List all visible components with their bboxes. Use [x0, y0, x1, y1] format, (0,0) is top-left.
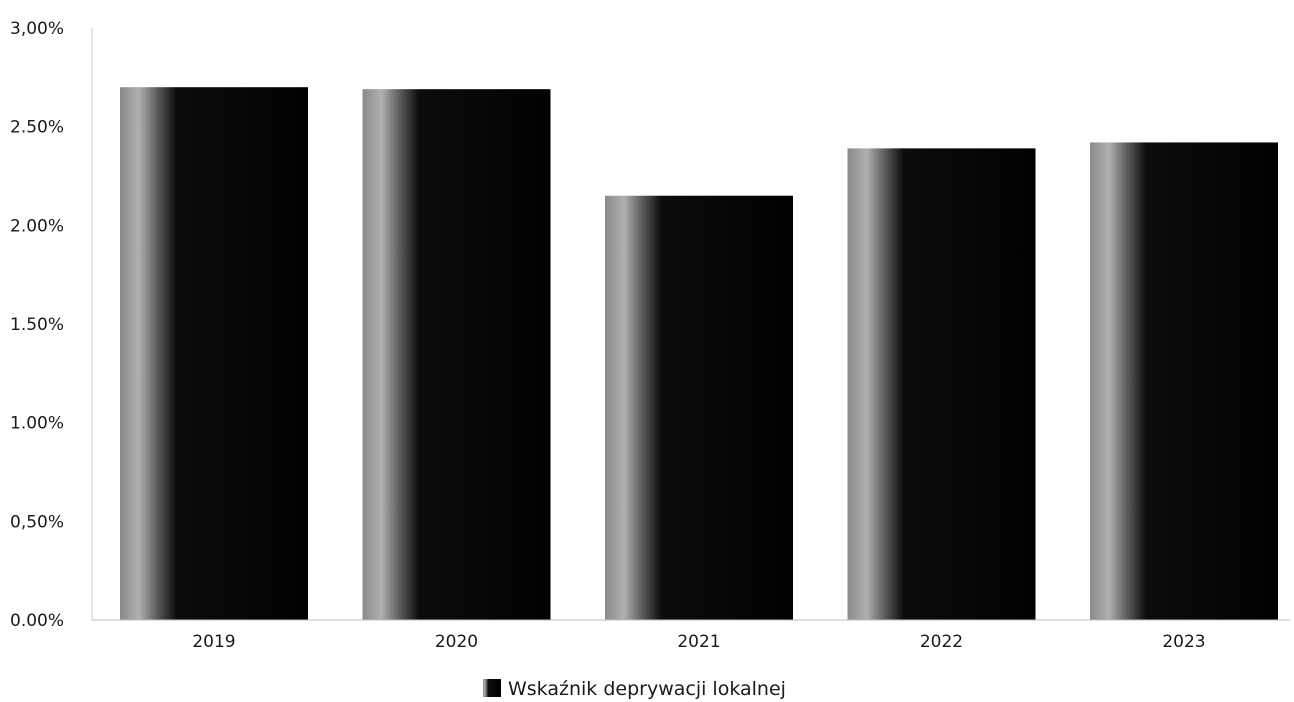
- bar-2019: [120, 87, 308, 620]
- legend-swatch: [483, 679, 501, 697]
- bar-2020: [362, 89, 551, 620]
- bars: [120, 87, 1278, 620]
- x-axis: 2019 2020 2021 2022 2023: [92, 619, 1290, 652]
- y-tick-label: 0,50%: [10, 512, 64, 532]
- x-tick-label: 2020: [435, 632, 478, 652]
- y-tick-label: 2.00%: [10, 216, 64, 236]
- bar-2021: [605, 195, 793, 620]
- x-tick-label: 2019: [192, 632, 235, 652]
- y-tick-label: 2.50%: [10, 118, 64, 138]
- x-tick-label: 2023: [1162, 632, 1205, 652]
- x-tick-label: 2022: [920, 632, 963, 652]
- y-axis: 0.00% 0,50% 1.00% 1.50% 2.00% 2.50% 3,00%: [10, 19, 93, 631]
- legend: Wskaźnik deprywacji lokalnej: [483, 678, 786, 700]
- legend-label: Wskaźnik deprywacji lokalnej: [508, 678, 786, 700]
- y-tick-label: 3,00%: [10, 19, 64, 39]
- bar-2023: [1090, 142, 1278, 620]
- y-tick-label: 1.50%: [10, 315, 64, 335]
- bar-2022: [847, 148, 1036, 620]
- x-tick-label: 2021: [677, 632, 720, 652]
- y-tick-label: 1.00%: [10, 414, 64, 434]
- y-tick-label: 0.00%: [10, 611, 64, 631]
